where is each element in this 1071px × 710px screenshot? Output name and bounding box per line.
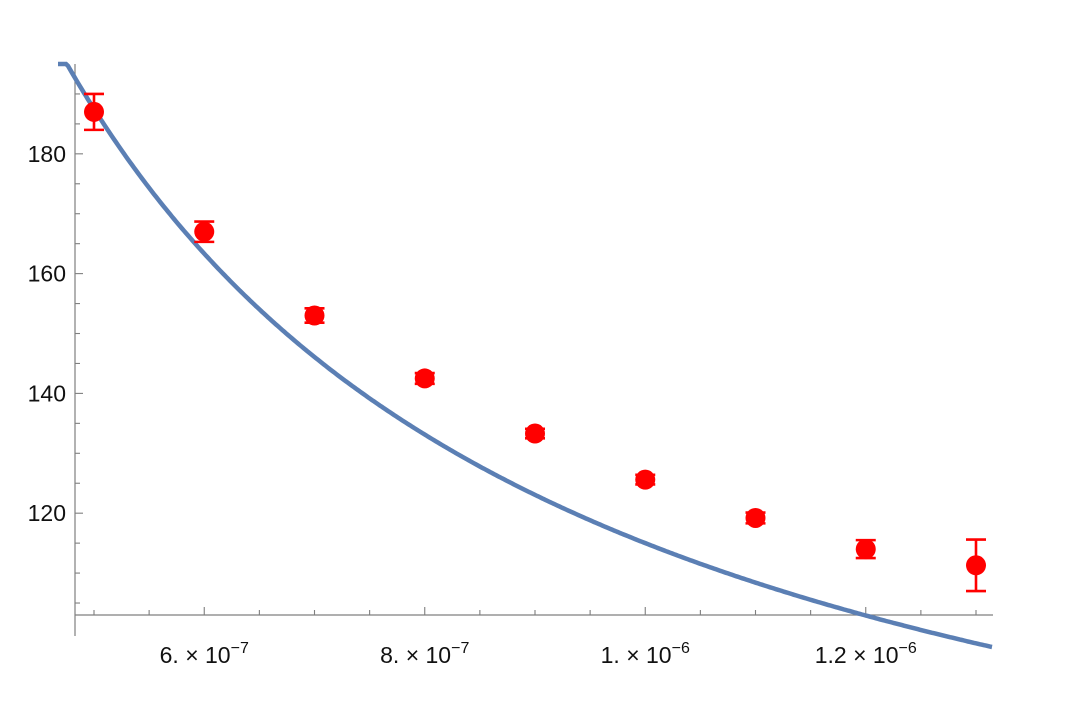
- data-points: [84, 101, 986, 576]
- data-point: [745, 507, 766, 528]
- plot-area: [58, 61, 993, 650]
- x-tick-exponent: −7: [231, 640, 249, 657]
- x-ticks: 6. × 10−7 8. × 10−7 1. × 10−6 1.2 × 10−6: [93, 607, 977, 668]
- x-tick-mantissa: 1.2 × 10: [815, 642, 899, 668]
- x-tick-label: 1.2 × 10−6: [815, 640, 917, 668]
- x-tick-label: 1. × 10−6: [601, 640, 690, 668]
- x-tick-mantissa: 8. × 10: [380, 642, 451, 668]
- data-point: [525, 423, 545, 444]
- x-tick-label: 6. × 10−7: [160, 640, 249, 668]
- x-tick-exponent: −7: [451, 640, 469, 657]
- x-tick-exponent: −6: [672, 640, 690, 657]
- y-tick-label: 180: [28, 141, 66, 167]
- data-point: [966, 555, 986, 576]
- y-ticks: 120 140 160 180: [28, 93, 83, 604]
- data-point: [414, 368, 435, 389]
- y-tick-label: 120: [28, 500, 66, 526]
- x-tick-label: 8. × 10−7: [380, 640, 469, 668]
- x-tick-mantissa: 1. × 10: [601, 642, 672, 668]
- data-point: [304, 305, 325, 326]
- x-tick-mantissa: 6. × 10: [160, 642, 231, 668]
- axes: 6. × 10−7 8. × 10−7 1. × 10−6 1.2 × 10−6 12…: [28, 64, 993, 668]
- data-point: [855, 539, 876, 560]
- data-point: [84, 101, 104, 122]
- data-point: [194, 221, 215, 242]
- y-tick-label: 140: [28, 380, 66, 406]
- x-tick-exponent: −6: [899, 640, 917, 657]
- data-point: [635, 469, 656, 490]
- error-bars: [84, 92, 986, 593]
- y-tick-label: 160: [28, 261, 66, 287]
- fit-curve: [58, 61, 993, 650]
